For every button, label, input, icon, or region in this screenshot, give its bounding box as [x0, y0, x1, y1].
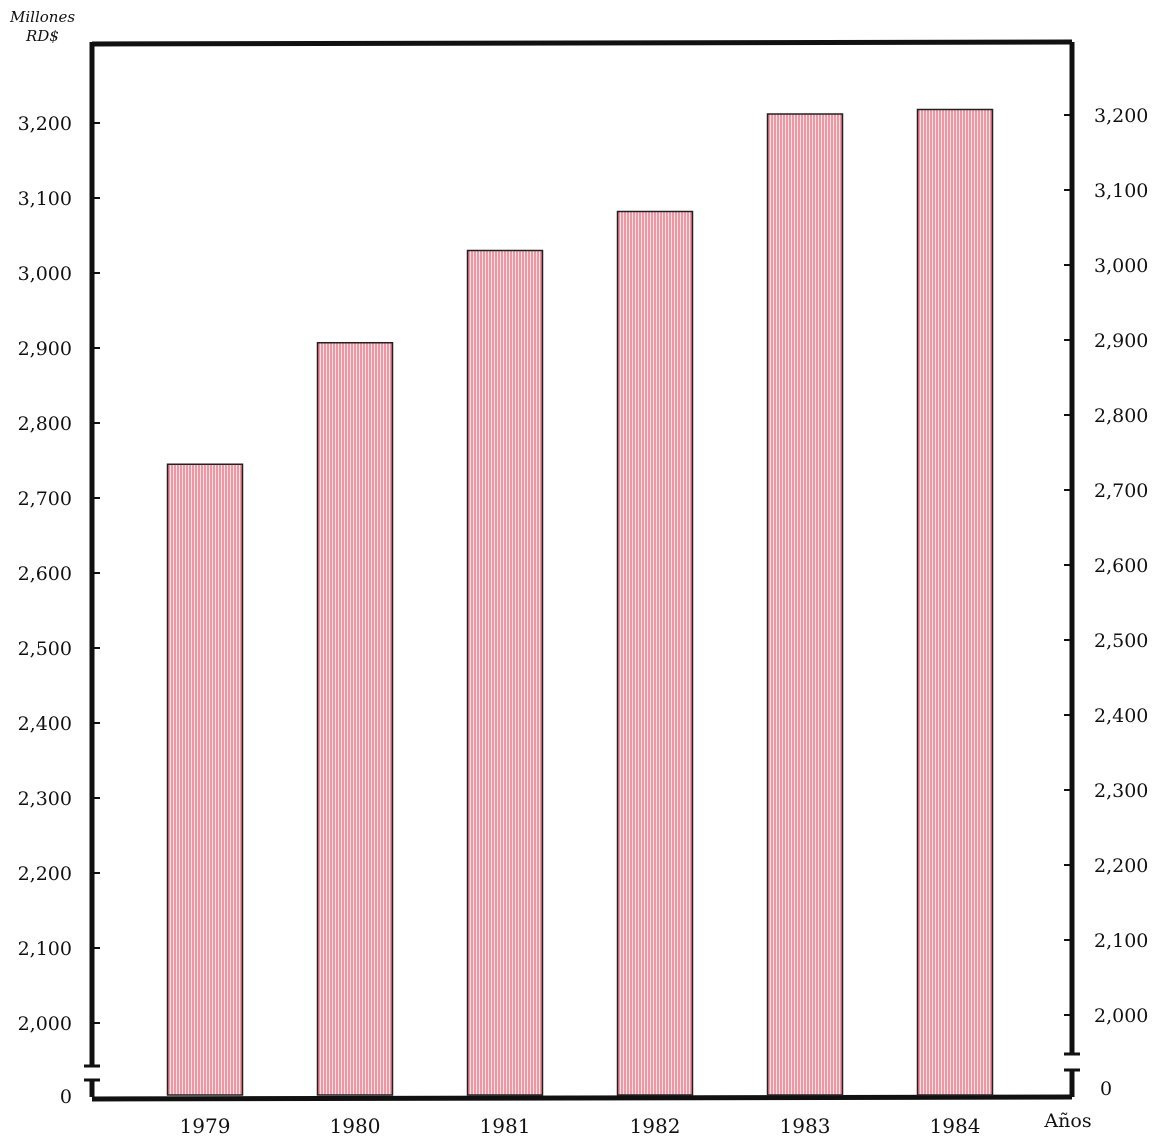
left-y-tick-label: 2,000	[18, 1013, 72, 1035]
x-tick-label: 1979	[180, 1114, 231, 1138]
bar-1981	[466, 249, 544, 1096]
left-y-tick-label: 2,100	[18, 938, 72, 960]
left-y-tick-label: 2,400	[18, 713, 72, 735]
x-tick-label: 1982	[630, 1114, 681, 1138]
bar-1980	[316, 342, 394, 1096]
right-y-tick-label: 2,200	[1094, 855, 1148, 877]
x-axis-title: Años	[1043, 1110, 1091, 1132]
left-y-tick-label: 2,800	[18, 413, 72, 435]
left-y-tick-label: 2,200	[18, 863, 72, 885]
right-y-tick-label: 2,700	[1094, 480, 1148, 502]
right-y-zero-label: 0	[1100, 1078, 1112, 1100]
x-tick-label: 1983	[780, 1114, 831, 1138]
x-axis: 1979 1980 1981 1982 1983 1984 Años	[180, 1110, 1092, 1138]
bar-1979	[166, 463, 244, 1096]
bar-1984	[916, 108, 994, 1096]
frame-top-border	[91, 39, 1073, 47]
bars-group	[166, 108, 994, 1096]
left-y-axis: 2,000 2,100 2,200 2,300 2,400 2,500 2,600 2,700…	[18, 113, 100, 1108]
x-tick-label: 1981	[480, 1114, 531, 1138]
right-y-tick-label: 2,600	[1094, 555, 1148, 577]
x-tick-label: 1980	[330, 1114, 381, 1138]
x-tick-label: 1984	[930, 1114, 981, 1138]
right-y-tick-label: 3,100	[1094, 180, 1148, 202]
right-y-tick-label: 2,000	[1094, 1005, 1148, 1027]
left-y-tick-label: 2,700	[18, 488, 72, 510]
right-y-tick-label: 2,800	[1094, 405, 1148, 427]
right-y-tick-label: 2,900	[1094, 330, 1148, 352]
right-y-tick-label: 2,500	[1094, 630, 1148, 652]
left-y-tick-label: 2,500	[18, 638, 72, 660]
y-unit-label-millones: Millones	[10, 8, 76, 26]
left-y-tick-label: 3,200	[18, 113, 72, 135]
y-unit-label-currency: RD$	[26, 27, 59, 45]
left-y-tick-label: 2,900	[18, 338, 72, 360]
bar-1982	[616, 210, 694, 1096]
chart-frame	[84, 39, 1080, 1102]
left-y-tick-label: 3,000	[18, 263, 72, 285]
left-y-tick-label: 2,300	[18, 788, 72, 810]
right-y-tick-label: 3,000	[1094, 255, 1148, 277]
right-y-tick-label: 2,400	[1094, 705, 1148, 727]
right-y-tick-label: 2,300	[1094, 780, 1148, 802]
left-y-tick-label: 3,100	[18, 188, 72, 210]
x-axis-line	[91, 1094, 1073, 1102]
bar-1983	[766, 113, 844, 1096]
left-y-tick-label: 2,600	[18, 563, 72, 585]
left-y-zero-label: 0	[60, 1086, 72, 1108]
right-y-axis: 2,000 2,100 2,200 2,300 2,400 2,500 2,600 2,700…	[1064, 105, 1148, 1100]
right-y-tick-label: 2,100	[1094, 930, 1148, 952]
right-y-tick-label: 3,200	[1094, 105, 1148, 127]
